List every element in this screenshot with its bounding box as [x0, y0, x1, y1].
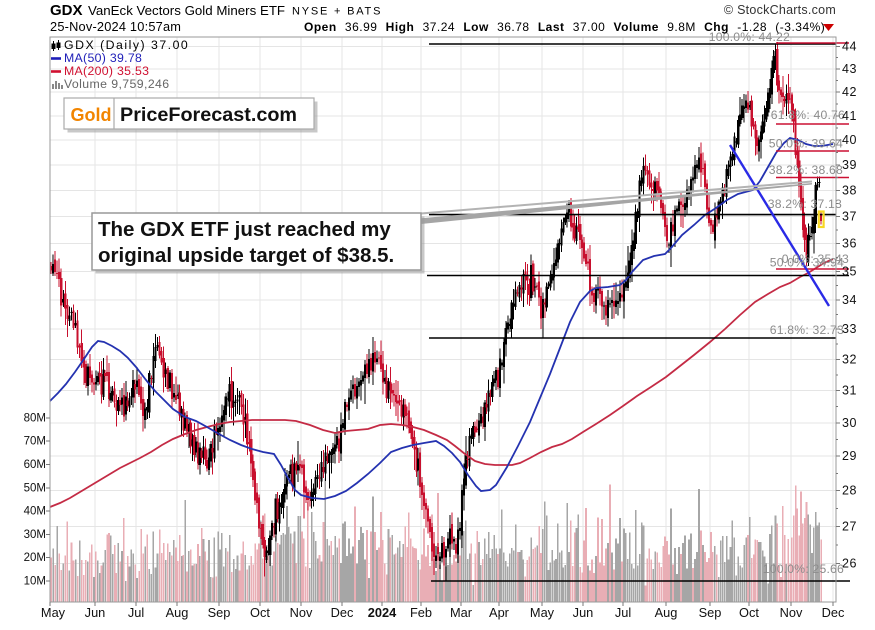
svg-text:Jun: Jun — [573, 605, 594, 620]
svg-text:Apr: Apr — [489, 605, 510, 620]
svg-text:The GDX ETF just reached my: The GDX ETF just reached my — [98, 218, 391, 241]
svg-text:Oct: Oct — [250, 605, 270, 620]
svg-text:34: 34 — [842, 293, 857, 307]
svg-text:Oct: Oct — [739, 605, 759, 620]
svg-text:70M: 70M — [24, 436, 46, 448]
svg-text:Aug: Aug — [655, 605, 678, 620]
svg-text:40M: 40M — [24, 506, 46, 518]
svg-text:26: 26 — [842, 557, 857, 571]
svg-text:original upside target of $38.: original upside target of $38.5. — [98, 244, 394, 267]
svg-text:61.8%: 32.73: 61.8%: 32.73 — [770, 323, 844, 337]
svg-text:Open 36.99 High 37.24 Low 36.7: Open 36.99 High 37.24 Low 36.78 Last 37.… — [304, 20, 825, 34]
svg-text:41: 41 — [842, 109, 857, 123]
svg-text:2024: 2024 — [368, 605, 397, 620]
svg-text:© StockCharts.com: © StockCharts.com — [724, 3, 836, 17]
svg-text:Aug: Aug — [166, 605, 189, 620]
svg-text:32: 32 — [842, 352, 857, 366]
svg-text:31: 31 — [842, 384, 857, 398]
svg-text:28: 28 — [842, 484, 857, 498]
svg-text:20M: 20M — [24, 552, 46, 564]
svg-text:GDX (Daily) 37.00: GDX (Daily) 37.00 — [64, 38, 189, 52]
svg-text:38.2%: 37.13: 38.2%: 37.13 — [768, 197, 842, 211]
svg-text:40: 40 — [842, 133, 857, 147]
svg-text:33: 33 — [842, 322, 857, 336]
svg-text:25-Nov-2024 10:57am: 25-Nov-2024 10:57am — [50, 19, 181, 34]
svg-text:Volume 9,759,246: Volume 9,759,246 — [64, 77, 170, 91]
svg-text:VanEck Vectors Gold Miners ETF: VanEck Vectors Gold Miners ETF — [88, 3, 285, 18]
svg-text:50.0%: 39.64: 50.0%: 39.64 — [769, 137, 843, 151]
svg-text:44: 44 — [842, 39, 857, 53]
svg-text:35: 35 — [842, 264, 857, 278]
svg-text:100.0%: 25.66: 100.0%: 25.66 — [763, 562, 844, 576]
svg-text:NYSE + BATS: NYSE + BATS — [292, 6, 382, 18]
svg-text:50M: 50M — [24, 482, 46, 494]
svg-text:80M: 80M — [24, 412, 46, 424]
svg-text:Jul: Jul — [615, 605, 631, 620]
svg-text:Nov: Nov — [290, 605, 313, 620]
svg-text:60M: 60M — [24, 459, 46, 471]
svg-text:Sep: Sep — [699, 605, 722, 620]
svg-text:Dec: Dec — [822, 605, 845, 620]
svg-text:29: 29 — [842, 449, 857, 463]
svg-text:May: May — [530, 605, 555, 620]
svg-text:Jul: Jul — [128, 605, 144, 620]
svg-text:Nov: Nov — [780, 605, 803, 620]
svg-text:PriceForecast.com: PriceForecast.com — [120, 104, 297, 126]
svg-text:27: 27 — [842, 520, 857, 534]
svg-text:Sep: Sep — [208, 605, 231, 620]
svg-text:Gold: Gold — [71, 105, 112, 125]
svg-text:30: 30 — [842, 416, 857, 430]
svg-text:10M: 10M — [24, 576, 46, 588]
svg-text:Mar: Mar — [450, 605, 473, 620]
svg-text:39: 39 — [842, 158, 857, 172]
svg-text:Feb: Feb — [410, 605, 432, 620]
svg-text:MA(200) 35.53: MA(200) 35.53 — [64, 64, 149, 78]
svg-text:MA(50) 39.78: MA(50) 39.78 — [64, 51, 142, 65]
svg-text:Dec: Dec — [331, 605, 354, 620]
svg-text:30M: 30M — [24, 529, 46, 541]
svg-text:Jun: Jun — [85, 605, 106, 620]
svg-text:38.2%: 38.68: 38.2%: 38.68 — [769, 163, 843, 177]
svg-text:50.0%: 34.94: 50.0%: 34.94 — [770, 256, 844, 270]
svg-text:GDX: GDX — [50, 2, 83, 19]
svg-text:May: May — [41, 605, 66, 620]
svg-text:38: 38 — [842, 184, 857, 198]
svg-text:61.8%: 40.76: 61.8%: 40.76 — [771, 108, 845, 122]
svg-text:37: 37 — [842, 210, 857, 224]
svg-text:42: 42 — [842, 85, 857, 99]
svg-text:0.0%: 35.43: 0.0%: 35.43 — [782, 252, 849, 266]
svg-text:36: 36 — [842, 237, 857, 251]
svg-text:43: 43 — [842, 62, 857, 76]
